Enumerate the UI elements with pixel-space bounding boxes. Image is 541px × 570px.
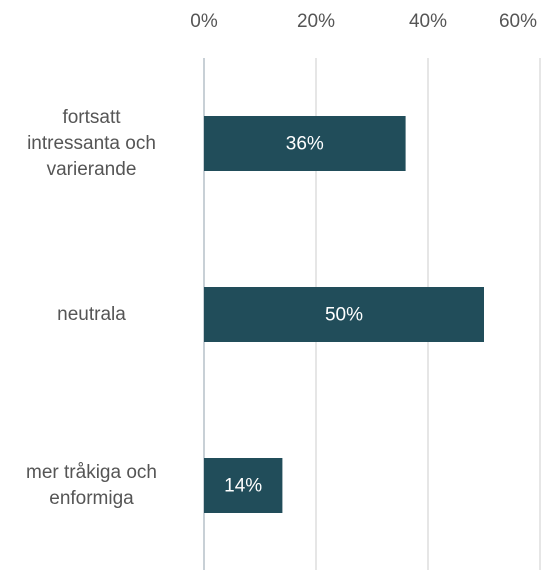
x-tick-label: 20% — [297, 11, 335, 32]
x-tick-label: 0% — [190, 11, 218, 32]
bar — [204, 458, 283, 513]
y-tick-label: fortsatt intressanta och varierande — [27, 106, 156, 180]
bar — [204, 116, 406, 171]
data-label: 50% — [325, 305, 363, 326]
bar — [204, 287, 484, 342]
y-tick-label: neutrala — [57, 303, 126, 325]
data-label: 36% — [286, 134, 324, 155]
data-label: 14% — [224, 476, 262, 497]
x-tick-label: 40% — [409, 11, 447, 32]
y-tick-label: mer tråkiga och enformiga — [26, 461, 157, 509]
x-tick-label: 60% — [499, 11, 537, 32]
